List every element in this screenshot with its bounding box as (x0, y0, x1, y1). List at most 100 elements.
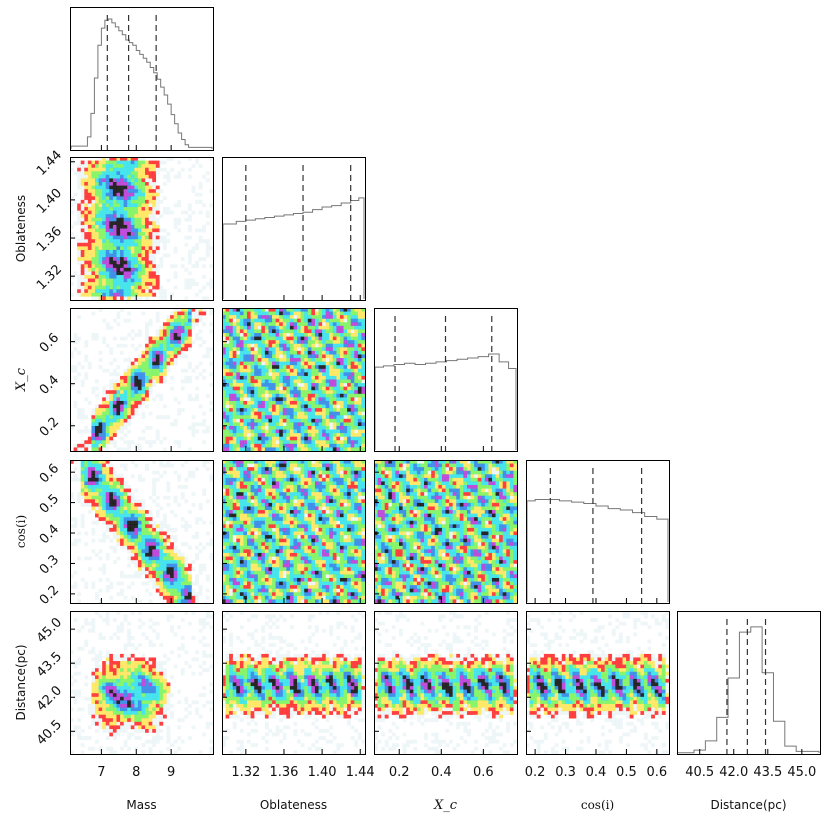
density-cell-mass-xc (105, 447, 110, 452)
density-cell-oblateness-xc (332, 411, 337, 416)
density-cell-mass-cosi (159, 570, 164, 575)
density-cell-oblateness-xc (279, 408, 284, 412)
density-cell-oblateness-cosi (229, 524, 233, 529)
density-cell-mass-cosi (173, 595, 178, 600)
density-cell-oblateness-cosi (300, 499, 305, 504)
density-cell-mass-cosi (177, 567, 182, 572)
density-cell-mass-xc (77, 390, 81, 395)
density-cell-mass-oblateness (120, 203, 124, 208)
density-cell-mass-oblateness (130, 207, 135, 211)
density-cell-oblateness-xc (322, 393, 326, 398)
density-cell-oblateness-xc (268, 336, 273, 341)
density-cell-oblateness-cosi (297, 510, 301, 514)
density-cell-mass-cosi (180, 524, 185, 529)
density-cell-mass-xc (95, 440, 99, 445)
density-cell-mass-oblateness (155, 278, 160, 283)
density-cell-oblateness-xc (361, 372, 366, 377)
density-cell-oblateness-xc (332, 386, 337, 391)
density-cell-oblateness-cosi (264, 502, 269, 507)
density-cell-mass-oblateness (105, 249, 110, 254)
density-cell-oblateness-xc (268, 433, 273, 437)
density-cell-mass-oblateness (159, 160, 164, 165)
density-cell-oblateness-xc (275, 404, 280, 409)
density-cell-mass-oblateness (120, 271, 124, 276)
density-cell-mass-oblateness (80, 192, 85, 197)
density-cell-oblateness-xc (222, 325, 226, 330)
density-cell-mass-oblateness (159, 260, 164, 265)
density-cell-mass-oblateness (173, 221, 178, 226)
density-cell-mass-cosi (162, 560, 167, 564)
density-cell-mass-cosi (155, 470, 160, 475)
density-cell-mass-oblateness (77, 207, 81, 211)
density-cell-mass-oblateness (127, 185, 132, 190)
density-cell-mass-oblateness (105, 274, 110, 279)
density-cell-mass-oblateness (109, 217, 114, 222)
density-cell-mass-oblateness (120, 174, 124, 179)
density-cell-mass-cosi (130, 552, 135, 557)
density-cell-mass-xc (152, 336, 157, 341)
density-cell-oblateness-xc (329, 447, 334, 452)
density-cell-mass-oblateness (80, 285, 85, 290)
density-cell-oblateness-cosi (322, 517, 326, 522)
density-cell-mass-oblateness (148, 199, 153, 204)
density-cell-oblateness-cosi (243, 481, 248, 486)
density-cell-oblateness-cosi (336, 481, 341, 486)
density-cell-mass-oblateness (127, 267, 132, 272)
density-cell-mass-cosi (84, 477, 89, 482)
density-cell-oblateness-xc (257, 400, 262, 405)
density-cell-oblateness-xc (350, 368, 355, 373)
density-cell-mass-oblateness (134, 207, 139, 211)
density-cell-mass-cosi (177, 563, 182, 568)
density-cell-mass-xc (80, 411, 85, 416)
density-cell-mass-xc (162, 329, 167, 334)
density-cell-oblateness-cosi (264, 520, 269, 525)
density-cell-oblateness-xc (343, 361, 348, 366)
density-cell-mass-cosi (141, 531, 146, 536)
density-cell-mass-cosi (141, 510, 146, 514)
density-cell-mass-cosi (130, 520, 135, 525)
density-cell-mass-xc (137, 397, 142, 402)
density-cell-oblateness-cosi (286, 513, 291, 518)
density-cell-oblateness-cosi (361, 495, 366, 500)
density-cell-mass-xc (152, 365, 157, 370)
density-cell-mass-oblateness (105, 182, 110, 186)
density-cell-oblateness-xc (318, 375, 323, 380)
density-cell-mass-xc (152, 368, 157, 373)
density-cell-oblateness-cosi (304, 502, 309, 507)
density-cell-mass-oblateness (91, 282, 96, 286)
density-cell-oblateness-cosi (354, 506, 359, 511)
density-cell-mass-cosi (145, 463, 149, 468)
density-cell-oblateness-xc (286, 411, 291, 416)
density-cell-mass-cosi (184, 567, 189, 572)
density-cell-oblateness-xc (354, 311, 359, 316)
density-cell-mass-cosi (102, 495, 106, 500)
density-cell-oblateness-xc (279, 411, 284, 416)
density-cell-mass-cosi (173, 592, 178, 597)
density-cell-mass-cosi (155, 542, 160, 547)
density-cell-mass-cosi (162, 542, 167, 547)
density-cell-oblateness-xc (318, 347, 323, 352)
density-cell-mass-oblateness (195, 246, 199, 251)
density-cell-mass-oblateness (145, 264, 149, 269)
density-cell-mass-oblateness (84, 167, 89, 172)
density-cell-mass-cosi (191, 567, 196, 572)
density-cell-oblateness-cosi (350, 492, 355, 496)
density-cell-oblateness-xc (264, 322, 269, 327)
density-cell-oblateness-cosi (325, 474, 330, 479)
density-cell-oblateness-xc (322, 350, 326, 355)
density-cell-oblateness-cosi (297, 481, 301, 486)
density-cell-mass-oblateness (102, 182, 106, 186)
density-cell-mass-cosi (177, 595, 182, 600)
density-cell-mass-oblateness (105, 271, 110, 276)
density-cell-mass-oblateness (148, 217, 153, 222)
density-cell-mass-cosi (73, 538, 78, 543)
density-cell-mass-cosi (170, 527, 174, 532)
density-cell-mass-xc (202, 429, 207, 434)
density-cell-mass-cosi (123, 513, 128, 518)
density-cell-mass-cosi (70, 574, 74, 579)
density-cell-oblateness-xc (261, 447, 266, 452)
density-cell-oblateness-xc (343, 343, 348, 348)
density-cell-oblateness-xc (314, 311, 319, 316)
density-cell-oblateness-xc (336, 436, 341, 441)
density-cell-oblateness-cosi (264, 495, 269, 500)
